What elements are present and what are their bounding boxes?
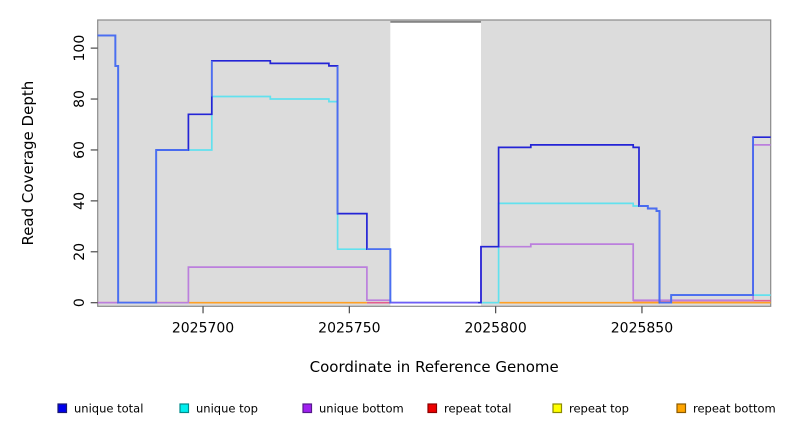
y-tick-label: 0 xyxy=(72,298,88,307)
y-tick-label: 40 xyxy=(72,192,88,210)
legend-label-repeat-total: repeat total xyxy=(444,402,511,416)
legend-label-repeat-top: repeat top xyxy=(569,402,629,416)
x-tick-label: 2025800 xyxy=(464,320,526,336)
legend-swatch-unique-total xyxy=(57,403,68,414)
overlap-highlight-6 xyxy=(659,137,754,304)
x-axis-title: Coordinate in Reference Genome xyxy=(310,358,559,376)
x-tick-label: 2025850 xyxy=(611,320,673,336)
overlap-highlight-4 xyxy=(366,248,392,303)
overlap-highlight-0 xyxy=(97,34,120,303)
coverage-region-covered-right xyxy=(481,20,771,307)
legend-label-unique-bottom: unique bottom xyxy=(319,402,404,416)
legend-swatch-repeat-bottom xyxy=(676,403,687,414)
plot-box xyxy=(97,19,772,307)
legend-swatch-unique-bottom xyxy=(302,403,313,414)
y-tick-label: 60 xyxy=(72,141,88,159)
legend-swatch-repeat-total xyxy=(427,403,438,414)
y-tick-label: 20 xyxy=(72,243,88,261)
coverage-region-covered-left xyxy=(97,20,391,307)
overlap-highlight-1 xyxy=(118,149,189,304)
legend-label-unique-total: unique total xyxy=(74,402,143,416)
legend-label-repeat-bottom: repeat bottom xyxy=(693,402,776,416)
legend-swatch-unique-top xyxy=(179,403,190,414)
legend-swatch-repeat-top xyxy=(552,403,563,414)
x-tick-label: 2025700 xyxy=(172,320,234,336)
y-axis-title: Read Coverage Depth xyxy=(19,81,37,246)
legend-label-unique-top: unique top xyxy=(196,402,258,416)
overlap-highlight-5 xyxy=(639,205,661,303)
gap-top-bar xyxy=(390,20,482,23)
y-tick-label: 80 xyxy=(72,90,88,108)
y-tick-label: 100 xyxy=(72,35,88,62)
x-tick-label: 2025750 xyxy=(318,320,380,336)
